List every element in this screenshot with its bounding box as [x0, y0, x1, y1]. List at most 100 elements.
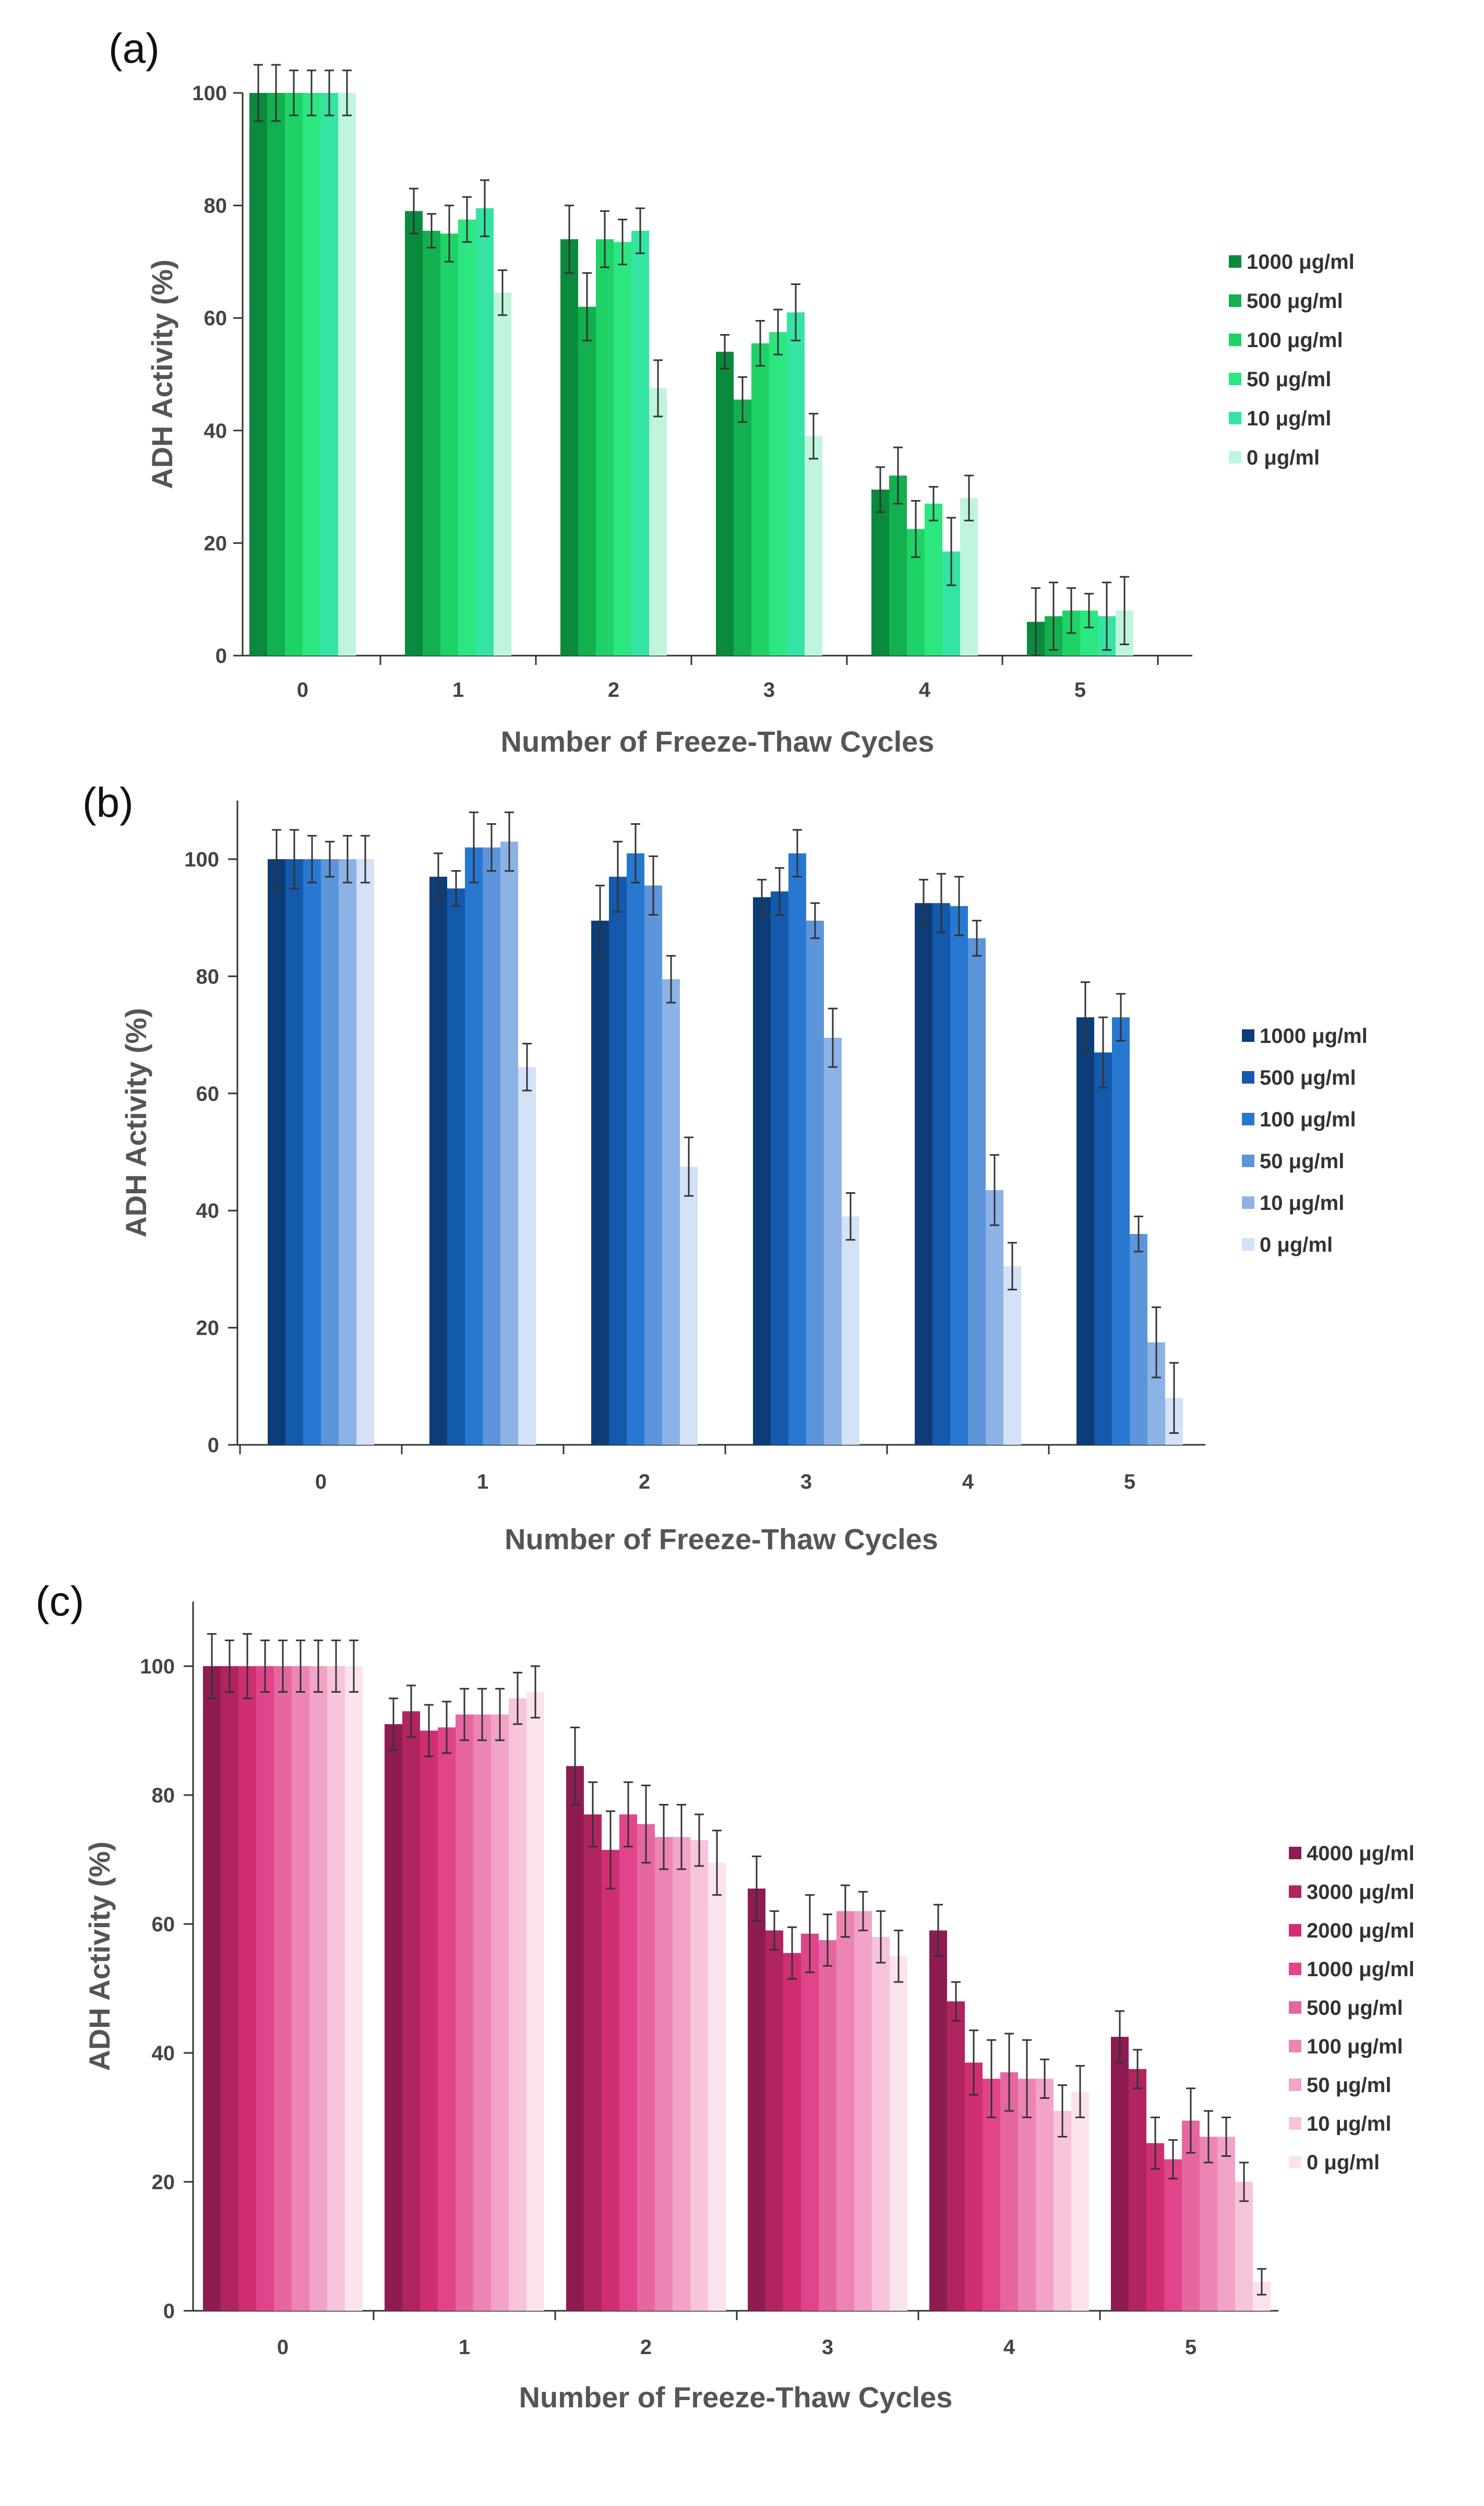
legend-label: 100 μg/ml — [1247, 329, 1343, 352]
y-tick-label: 100 — [184, 848, 219, 871]
bar — [1054, 2111, 1071, 2311]
bar — [1076, 1017, 1094, 1445]
bar — [440, 233, 458, 656]
bar — [1000, 2072, 1018, 2311]
y-axis-title: ADH Activity (%) — [119, 1008, 152, 1238]
bar — [526, 1692, 544, 2311]
bar — [1111, 2037, 1129, 2311]
bar — [748, 1889, 765, 2311]
legend-swatch — [1229, 334, 1241, 346]
y-tick-label: 20 — [152, 2171, 175, 2194]
bar — [458, 219, 476, 656]
x-axis-title: Number of Freeze-Thaw Cycles — [501, 725, 935, 758]
x-tick-label: 3 — [800, 1470, 812, 1493]
bar — [274, 1666, 292, 2311]
bar — [483, 847, 500, 1445]
bar — [566, 1766, 584, 2311]
panel-label: (b) — [82, 779, 134, 826]
bar — [303, 859, 321, 1445]
bar — [765, 1930, 783, 2311]
bar — [960, 498, 978, 656]
x-tick-label: 4 — [919, 679, 931, 702]
legend-swatch — [1289, 1885, 1301, 1898]
bar — [518, 1067, 536, 1445]
bar — [429, 876, 447, 1445]
bar — [947, 2001, 965, 2311]
bar — [338, 93, 356, 656]
legend-swatch — [1242, 1071, 1254, 1084]
legend-swatch — [1289, 1847, 1301, 1859]
legend-swatch — [1289, 2001, 1301, 2014]
bar — [420, 1730, 438, 2311]
bar — [614, 242, 631, 656]
bar — [787, 312, 805, 656]
bar — [584, 1814, 602, 2311]
bar — [491, 1714, 509, 2311]
x-tick-label: 3 — [822, 2336, 833, 2359]
legend-label: 100 μg/ml — [1307, 2035, 1403, 2058]
bar — [1217, 2136, 1235, 2311]
y-tick-label: 40 — [152, 2042, 175, 2065]
bar — [950, 906, 968, 1445]
y-tick-label: 60 — [204, 307, 228, 330]
y-tick-label: 100 — [192, 82, 227, 105]
bar — [268, 859, 285, 1445]
bar — [494, 292, 511, 656]
bar — [602, 1849, 619, 2311]
bar — [842, 1216, 859, 1445]
x-tick-label: 0 — [297, 679, 308, 702]
y-tick-label: 80 — [152, 1784, 175, 1807]
bar — [806, 920, 824, 1445]
bar — [680, 1167, 698, 1445]
y-axis-title: ADH Activity (%) — [83, 1842, 116, 2071]
legend-swatch — [1229, 294, 1241, 307]
bar — [249, 93, 267, 656]
legend-label: 3000 μg/ml — [1307, 1881, 1415, 1904]
bar — [932, 903, 950, 1445]
panel-label: (c) — [35, 1578, 84, 1624]
bar — [889, 476, 907, 656]
x-tick-label: 3 — [763, 679, 775, 702]
bar — [345, 1666, 363, 2311]
bar — [356, 859, 374, 1445]
bar — [238, 1666, 256, 2311]
bar — [929, 1930, 947, 2311]
bar — [385, 1724, 402, 2311]
chart-panel-0: (a) 0 20 40 60 80 100 0 1 2 3 4 5 Number of Freeze-Th… — [109, 25, 1355, 758]
bar — [438, 1727, 456, 2311]
x-tick-label: 4 — [1003, 2336, 1015, 2359]
bar — [824, 1038, 842, 1445]
y-tick-label: 60 — [152, 1913, 175, 1936]
bar — [1071, 2092, 1089, 2311]
bar — [596, 239, 614, 656]
bar — [872, 1937, 890, 2311]
bar — [801, 1933, 819, 2311]
legend-swatch — [1229, 412, 1241, 424]
y-tick-label: 100 — [140, 1655, 175, 1678]
legend-swatch — [1229, 373, 1241, 385]
legend-label: 500 μg/ml — [1260, 1066, 1356, 1089]
bar — [609, 876, 627, 1445]
bar — [968, 938, 986, 1445]
bar — [673, 1837, 690, 2311]
bar — [1146, 2143, 1164, 2311]
bar — [321, 859, 339, 1445]
legend-swatch — [1242, 1113, 1254, 1125]
bar — [327, 1666, 345, 2311]
bar — [805, 436, 822, 656]
bar — [320, 93, 338, 656]
bar — [986, 1190, 1003, 1445]
y-tick-label: 0 — [208, 1434, 219, 1457]
legend-label: 10 μg/ml — [1247, 407, 1331, 430]
bar — [423, 231, 440, 656]
y-tick-label: 0 — [163, 2300, 175, 2323]
legend-swatch — [1289, 2079, 1301, 2091]
bar — [256, 1666, 274, 2311]
legend-label: 10 μg/ml — [1260, 1192, 1344, 1215]
x-tick-label: 1 — [452, 679, 464, 702]
y-tick-label: 40 — [196, 1199, 220, 1222]
bar — [1130, 1234, 1147, 1445]
legend-label: 500 μg/ml — [1307, 1997, 1403, 2020]
bar — [788, 853, 806, 1445]
legend-label: 1000 μg/ml — [1307, 1958, 1415, 1981]
